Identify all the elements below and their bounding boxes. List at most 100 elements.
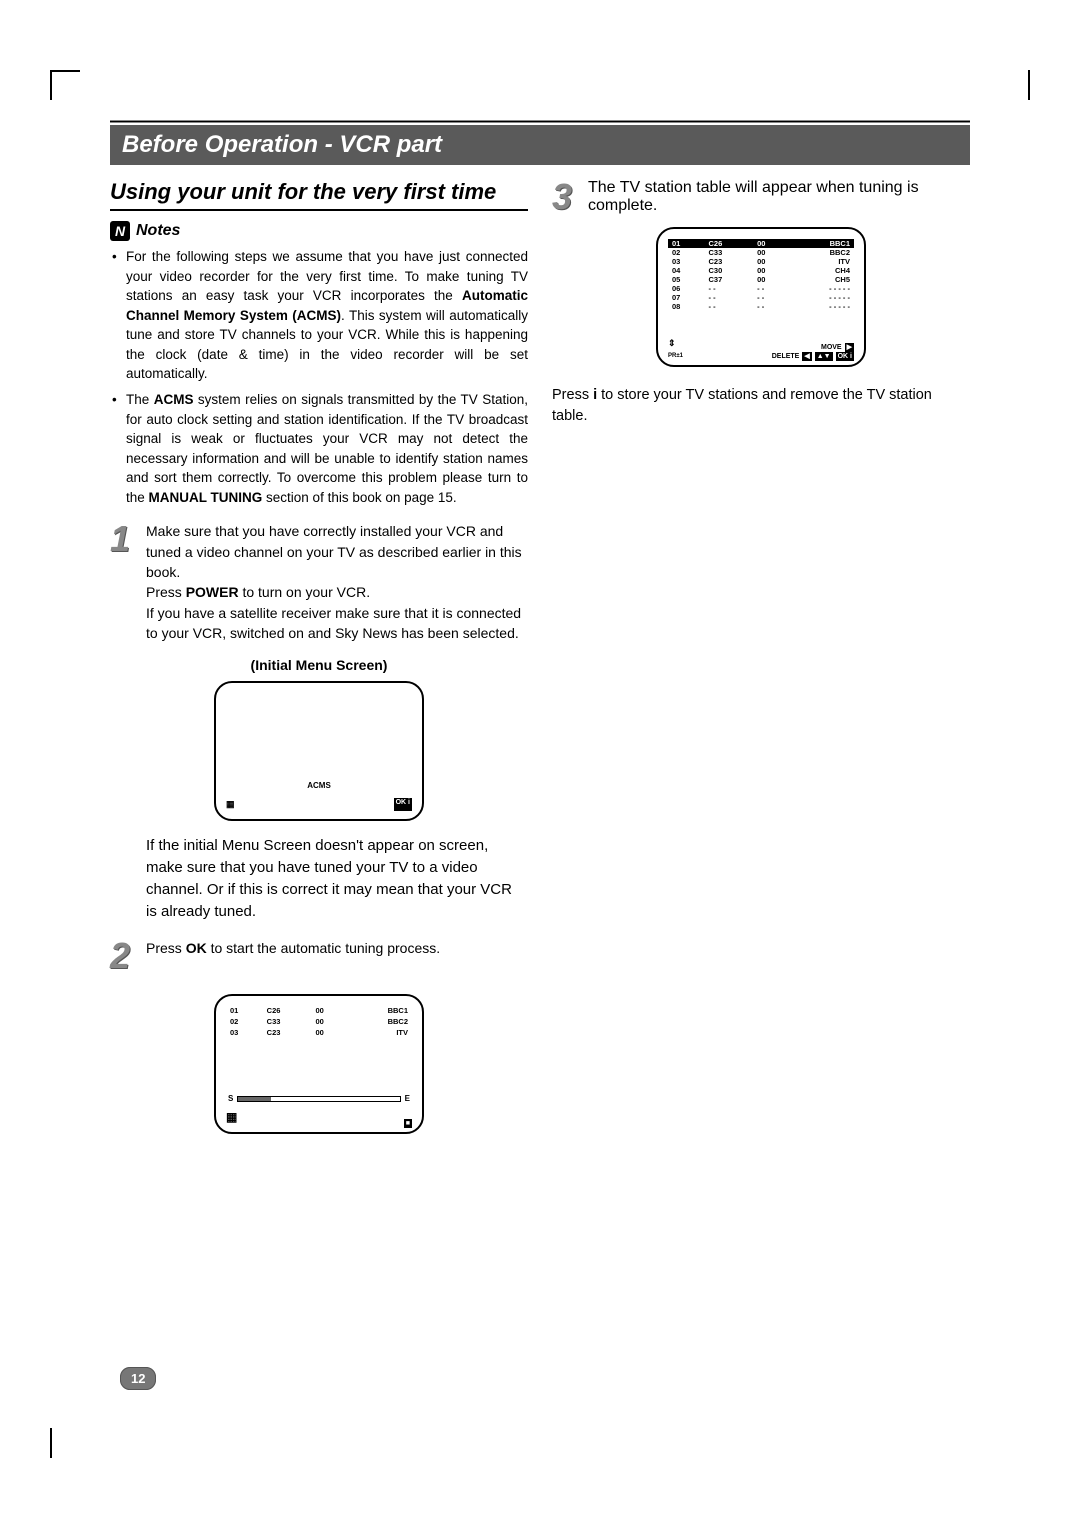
notes-list: For the following steps we assume that y… — [110, 247, 528, 507]
c: C23 — [263, 1028, 312, 1039]
c: BBC1 — [790, 239, 854, 248]
c: 00 — [312, 1028, 349, 1039]
note-bold: ACMS — [154, 392, 194, 407]
tuning-screen: 01C2600BBC1 02C3300BBC2 03C2300ITV S E ▦… — [214, 994, 424, 1134]
note-text: The — [126, 392, 154, 407]
subheading: Using your unit for the very first time — [110, 179, 528, 211]
c: 00 — [753, 248, 790, 257]
progress-e: E — [405, 1093, 410, 1105]
c: 00 — [753, 275, 790, 284]
c: BBC2 — [348, 1017, 412, 1028]
t: to start the automatic tuning process. — [207, 940, 440, 956]
station-table-screen: 01C2600BBC1 02C3300BBC2 03C2300ITV 04C30… — [656, 227, 866, 367]
note-item: For the following steps we assume that y… — [110, 247, 528, 384]
page-number: 12 — [120, 1367, 156, 1390]
ok-icon: OK i — [394, 798, 412, 811]
t: Press — [552, 387, 593, 403]
c: - - — [705, 293, 754, 302]
note-item: The ACMS system relies on signals transm… — [110, 390, 528, 507]
progress-fill — [238, 1097, 270, 1101]
screen-footer: ▦ OK i — [226, 798, 412, 811]
c: 00 — [753, 257, 790, 266]
c: C30 — [705, 266, 754, 275]
c: C33 — [705, 248, 754, 257]
t: to turn on your VCR. — [239, 584, 371, 600]
c: BBC1 — [348, 1006, 412, 1017]
c: 03 — [226, 1028, 263, 1039]
c: 02 — [226, 1017, 263, 1028]
step-body: Press OK to start the automatic tuning p… — [146, 938, 528, 974]
step-number: 2 — [110, 938, 138, 974]
move-label: MOVE — [821, 343, 842, 352]
page-number-badge: 12 — [120, 1370, 156, 1388]
c: C23 — [705, 257, 754, 266]
step-3: 3 The TV station table will appear when … — [552, 179, 970, 215]
c: - - - - - — [790, 284, 854, 293]
c: CH4 — [790, 266, 854, 275]
crop-mark-tl — [50, 70, 80, 100]
section-title: Before Operation - VCR part — [110, 125, 970, 165]
step-text: If you have a satellite receiver make su… — [146, 603, 528, 644]
notes-heading: N Notes — [110, 221, 528, 241]
page-content: Before Operation - VCR part Using your u… — [110, 120, 970, 1148]
step-2: 2 Press OK to start the automatic tuning… — [110, 938, 528, 974]
tuning-table: 01C2600BBC1 02C3300BBC2 03C2300ITV — [226, 1006, 412, 1039]
c: 00 — [753, 239, 790, 248]
step-number: 3 — [552, 179, 580, 215]
screen-controls: MOVE ▶ DELETE ◀ ▲▼OK i — [772, 343, 854, 361]
c: 07 — [668, 293, 705, 302]
c: 01 — [668, 239, 705, 248]
c: - - — [753, 302, 790, 311]
crop-mark-bl — [50, 1428, 58, 1458]
steps: 1 Make sure that you have correctly inst… — [110, 521, 528, 1134]
c: ITV — [790, 257, 854, 266]
crop-mark-tr — [1022, 70, 1030, 100]
t: Press — [146, 940, 186, 956]
stop-icon: ■ — [404, 1119, 412, 1128]
nav-icon: ▲▼ — [815, 352, 833, 361]
pr-icon: ⇕PR±1 — [668, 338, 683, 359]
c: - - — [705, 284, 754, 293]
t: OK — [186, 940, 207, 956]
arrow-icon: ◀ — [802, 352, 811, 361]
notes-icon: N — [110, 221, 130, 241]
left-column: Using your unit for the very first time … — [110, 179, 528, 1148]
acms-label: ACMS — [216, 780, 422, 792]
c: C37 — [705, 275, 754, 284]
acms-icon: ▦ — [226, 798, 235, 811]
c: 04 — [668, 266, 705, 275]
c: C33 — [263, 1017, 312, 1028]
station-table: 01C2600BBC1 02C3300BBC2 03C2300ITV 04C30… — [668, 239, 854, 311]
progress-s: S — [228, 1093, 233, 1105]
c: 03 — [668, 257, 705, 266]
c: CH5 — [790, 275, 854, 284]
c: 06 — [668, 284, 705, 293]
note-text: section of this book on page 15. — [262, 490, 456, 505]
c: - - — [705, 302, 754, 311]
c: - - — [753, 284, 790, 293]
c: BBC2 — [790, 248, 854, 257]
t: POWER — [186, 584, 239, 600]
acms-icon: ▦ — [226, 1109, 237, 1126]
progress: S E — [228, 1093, 410, 1105]
right-column: 3 The TV station table will appear when … — [552, 179, 970, 1148]
note-text: system relies on signals transmitted by … — [126, 392, 528, 505]
t: to store your TV stations and remove the… — [552, 387, 932, 424]
two-column-layout: Using your unit for the very first time … — [110, 179, 970, 1148]
c: 00 — [312, 1006, 349, 1017]
c: 02 — [668, 248, 705, 257]
delete-label: DELETE — [772, 352, 800, 361]
progress-bar — [237, 1096, 400, 1102]
c: 00 — [312, 1017, 349, 1028]
initial-menu-label: (Initial Menu Screen) — [110, 655, 528, 675]
c: C26 — [705, 239, 754, 248]
step-number: 1 — [110, 521, 138, 643]
initial-menu-screen: ACMS ▦ OK i — [214, 681, 424, 821]
screen-controls: ■ — [404, 1119, 412, 1128]
ok-icon: OK i — [836, 352, 854, 361]
step-text: Make sure that you have correctly instal… — [146, 521, 528, 582]
c: - - - - - — [790, 302, 854, 311]
c: 01 — [226, 1006, 263, 1017]
note-bold: MANUAL TUNING — [149, 490, 263, 505]
c: 08 — [668, 302, 705, 311]
